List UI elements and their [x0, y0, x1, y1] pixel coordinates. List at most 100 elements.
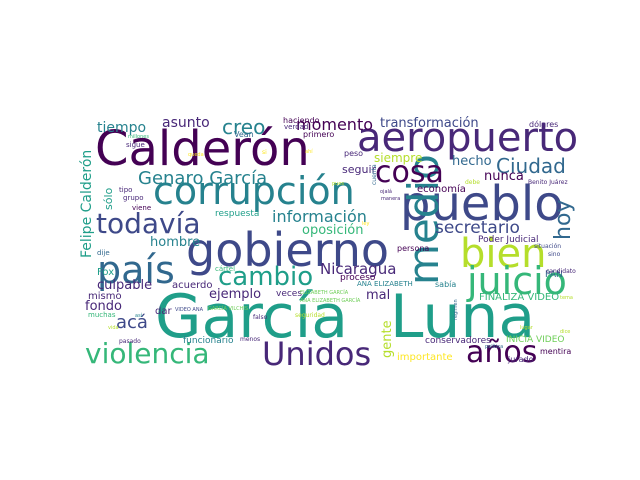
word-solo: sólo: [102, 187, 115, 210]
word-finaliza-video: FINALIZA VIDEO: [479, 292, 560, 303]
word-dolares: dólares: [529, 120, 559, 129]
word-falso: falso: [253, 314, 268, 321]
word-nunca: nunca: [484, 169, 524, 184]
word-culpable: culpable: [97, 278, 153, 293]
word-hombre: hombre: [150, 235, 201, 250]
word-pan: PAN: [545, 270, 563, 280]
word-ojala: ojalá: [380, 189, 392, 195]
word-siempre: siempre: [374, 151, 423, 165]
word-informacion: información: [272, 207, 367, 226]
word-violencia: violencia: [85, 337, 210, 370]
word-garcia: García: [155, 282, 349, 352]
word-cuenta: cuenta: [371, 164, 378, 185]
word-politica: política: [485, 344, 504, 350]
word-mentira: mentira: [540, 347, 572, 356]
word-gente: gente: [380, 320, 395, 358]
word-peso: peso: [344, 149, 364, 158]
word-ana-elizabeth: ANA ELIZABETH: [357, 280, 413, 288]
word-oposicion: oposición: [302, 223, 364, 238]
word-bien: bien: [460, 231, 547, 277]
word-primero: primero: [303, 130, 335, 139]
word-sabia: sabía: [435, 280, 457, 289]
word-respuesta: respuesta: [215, 209, 260, 219]
word-asunto: asunto: [162, 115, 210, 131]
word-ahi: ahí: [305, 149, 313, 155]
word-tipo: tipo: [119, 186, 133, 194]
word-lugar: lugar: [520, 325, 533, 331]
word-corrupcion: corrupción: [153, 169, 355, 213]
word-unidos: Unidos: [262, 335, 372, 373]
word-cambio: cambio: [218, 262, 314, 292]
word-inicia-video: INICIA VIDEO: [506, 335, 565, 345]
word-elizabeth-garcia: ELIZABETH GARCÍA: [300, 290, 349, 296]
word-ley: ley: [362, 221, 370, 227]
word-creo: creo: [222, 115, 266, 139]
word-conservadores: conservadores: [425, 336, 491, 346]
word-calderon: Calderón: [95, 121, 310, 177]
word-mismo: mismo: [88, 291, 122, 302]
word-haciendo: haciendo: [283, 116, 320, 125]
word-asi: así: [135, 313, 143, 319]
word-grupo: grupo: [123, 194, 144, 202]
word-muchas: muchas: [88, 311, 116, 319]
word-si: si: [262, 149, 267, 156]
word-tiempo: tiempo: [97, 120, 147, 136]
word-pais: país: [97, 248, 175, 292]
word-cloud-canvas: [80, 105, 580, 370]
word-garcia-vilchis: GARCÍA VILCHIS: [208, 306, 249, 312]
word-pueblo: pueblo: [400, 176, 564, 232]
word-transformacion: transformación: [380, 116, 479, 131]
word-cartel: cártel: [215, 265, 236, 273]
word-regimen: régimen: [453, 299, 459, 320]
word-ciudad: Ciudad: [496, 154, 566, 178]
word-fondo: fondo: [85, 299, 122, 314]
word-funcionario: funcionario: [183, 336, 234, 346]
word-dar: dar: [155, 306, 172, 317]
word-ejemplo: ejemplo: [209, 287, 262, 302]
word-pues: pues: [332, 181, 345, 187]
word-aca: acá: [116, 312, 148, 333]
word-importante: importante: [397, 352, 453, 363]
word-luna: Luna: [390, 282, 536, 352]
word-aeropuerto: aeropuerto: [357, 115, 579, 161]
word-secretario: secretario: [435, 218, 520, 238]
word-mal: mal: [366, 288, 391, 303]
word-viene: viene: [132, 204, 152, 212]
word-situacion: situación: [534, 243, 562, 250]
word-vida: vida: [108, 325, 119, 331]
word-poder-judicial: Poder Judicial: [478, 235, 539, 245]
word-anos: años: [466, 335, 538, 370]
word-candidato: candidato: [546, 268, 576, 275]
word-genaro-garcia: Genaro García: [138, 168, 268, 189]
word-seguir: seguir: [342, 163, 377, 176]
word-nicaragua: Nicaragua: [320, 260, 397, 278]
word-sigue: sigue: [126, 141, 145, 149]
word-millones: millones: [128, 134, 149, 140]
word-dice: dice: [560, 329, 571, 335]
word-seguridad: seguridad: [295, 312, 325, 319]
word-felipe-calderon: Felipe Calderón: [79, 149, 95, 258]
word-vean: Vean: [234, 130, 254, 139]
word-juicio: juicio: [467, 259, 567, 303]
word-hoy: hoy: [551, 199, 576, 240]
word-fox: Fox: [97, 267, 115, 278]
word-cosa: cosa: [375, 155, 444, 190]
word-economia: economía: [417, 184, 466, 195]
word-veces: veces: [276, 289, 303, 299]
word-tema: tema: [560, 295, 573, 301]
word-ana-elizabeth-garcia: ANA ELIZABETH GARCÍA: [300, 298, 361, 304]
word-todavia: todavía: [96, 207, 201, 240]
word-debe: debe: [465, 179, 480, 186]
word-benito-juarez: Benito Juárez: [528, 179, 568, 186]
word-pasado: pasado: [119, 338, 141, 345]
word-hecho: hecho: [452, 154, 492, 169]
word-jurado: jurado: [508, 355, 534, 364]
word-video-ana: VIDEO ANA: [175, 307, 204, 313]
word-proceso: proceso: [340, 273, 376, 283]
word-gobierno: gobierno: [186, 223, 390, 277]
word-verdad: verdad: [284, 123, 309, 131]
word-manera: manera: [381, 196, 401, 202]
word-menos: menos: [240, 336, 261, 343]
word-sino: sino: [548, 251, 561, 258]
word-momento: momento: [296, 115, 374, 134]
